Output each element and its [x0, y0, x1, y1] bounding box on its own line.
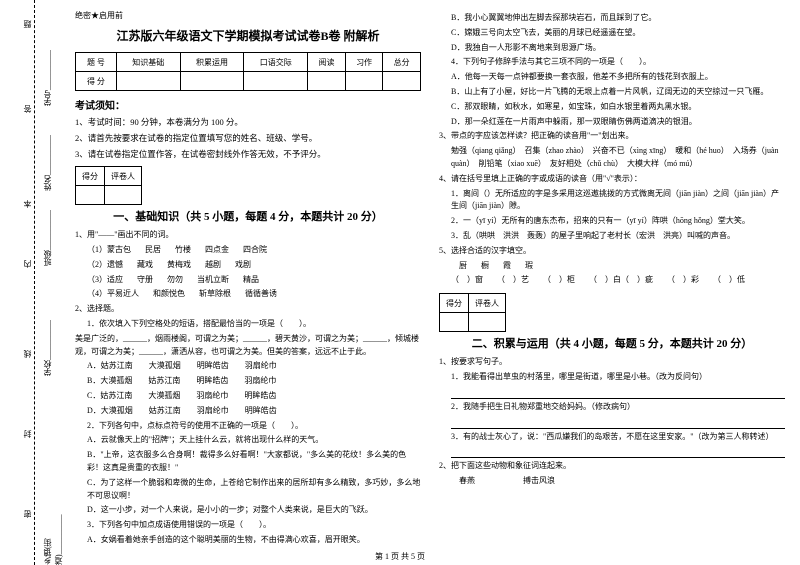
score-box-1: 得分 评卷人	[75, 166, 142, 205]
q2-o2b: B．"上帝，这衣服多么合身啊！裁得多么好看啊！"大家都说，"多么美的花纹！多么美…	[75, 449, 421, 475]
section-2-head: 二、积累与运用（共 4 小题，每题 5 分，本题共计 20 分）	[439, 335, 785, 351]
left-column: 绝密★启用前 江苏版六年级语文下学期模拟考试试卷B卷 附解析 题 号 知识基础 …	[75, 10, 421, 549]
q21-s2: 2．我随手把生日礼物郑重地交给妈妈。（修改病句）	[439, 401, 785, 414]
h3: 口语交际	[244, 53, 308, 72]
q2-o3b: B．我小心翼翼地伸出左脚去探那块岩石，而且踩到了它。	[439, 12, 785, 25]
page-content: 绝密★启用前 江苏版六年级语文下学期模拟考试试卷B卷 附解析 题 号 知识基础 …	[65, 0, 800, 549]
q2-sub3: 3．下列各句中加点成语使用错误的一项是（ ）。	[75, 519, 421, 532]
q4-l2: 2．一（yī yí）无所有的唐东杰布，招来的只有一（yī yí）阵哄（hōng …	[439, 215, 785, 228]
q2-para1: 美是广泛的，______，烟雨楼阁，可谓之为美；______，碧天黄沙，可谓之为…	[75, 333, 421, 359]
q2-o3a: A．女娲看着她亲手创造的这个聪明美丽的生物，不由得满心欢喜，眉开眼笑。	[75, 534, 421, 547]
q5-row1a: 厨橱霞瑕	[439, 260, 785, 273]
q2-o2a: A．云就像天上的"招牌"；天上挂什么云，就将出现什么样的天气。	[75, 434, 421, 447]
side-char: 题	[22, 20, 33, 28]
sb2-c2: 评卷人	[469, 294, 506, 313]
q2-o4a: A．他每一天每一点钟都要换一套衣服，他差不多把所有的钱花到衣服上。	[439, 71, 785, 84]
q1-r2: （2）遗憾藏戏黄梅戏越剧戏剧	[75, 259, 421, 272]
q22-stem: 2、把下面这些动物和象征词连起来。	[439, 460, 785, 473]
score-box-2: 得分 评卷人	[439, 293, 506, 332]
sb1-c1: 得分	[76, 167, 105, 186]
side-label: 学校__________	[42, 320, 53, 376]
notice-2: 2、请首先按要求在试卷的指定位置填写您的姓名、班级、学号。	[75, 132, 421, 145]
side-char: 内	[22, 260, 33, 268]
side-label: 学号__________	[42, 50, 53, 106]
score-row: 得 分	[76, 72, 421, 91]
q2-o1b: B．大漠孤烟 姑苏江南 明眸皓齿 羽扇纶巾	[75, 375, 421, 388]
sb1-c2: 评卷人	[105, 167, 142, 186]
q22-row: 春燕 搏击风浪	[439, 475, 785, 488]
h2: 积累运用	[180, 53, 244, 72]
q2-o1c: C．姑苏江南 大漠孤烟 羽扇纶巾 明眸皓齿	[75, 390, 421, 403]
binding-sidebar: 学号__________ 姓名__________ 班级__________ 学校__…	[0, 0, 60, 565]
q2-o2d: D．这一小步，对一个人来说，是小小的一步；对整个人类来说，是巨大的飞跃。	[75, 504, 421, 517]
q2-stem: 2、选择题。	[75, 303, 421, 316]
answer-line-2	[451, 416, 785, 429]
side-char: 答	[22, 105, 33, 113]
notice-1: 1、考试时间：90 分钟，本卷满分为 100 分。	[75, 116, 421, 129]
q2-o1a: A．姑苏江南 大漠孤烟 明眸皓齿 羽扇纶巾	[75, 360, 421, 373]
dashed-line	[34, 0, 35, 565]
q2-o2c: C．为了这样一个脆弱和卑微的生命，上苍给它制作出来的居所却有多么精致，多巧妙，多…	[75, 477, 421, 503]
secret-label: 绝密★启用前	[75, 10, 421, 21]
h1: 知识基础	[116, 53, 180, 72]
q21-s1: 1．我能看得出草虫的村落里，哪里是街道，哪里是小巷。（改为反问句）	[439, 371, 785, 384]
q2-o4b: B．山上有了小屋，好比一片飞腾的无垠上点着一片风帆，辽阔无边的天空掠过一只飞雁。	[439, 86, 785, 99]
right-column: B．我小心翼翼地伸出左脚去探那块岩石，而且踩到了它。 C．嫦娥三号向太空飞去，美…	[439, 10, 785, 549]
q3-stem: 3、带点的字应该怎样读？把正确的读音用"一"划出来。	[439, 130, 785, 143]
q2-sub2: 2．下列各句中，点标点符号的使用不正确的一项是（ ）。	[75, 420, 421, 433]
side-label: 姓名__________	[42, 135, 53, 191]
q5-stem: 5、选择合适的汉字填空。	[439, 245, 785, 258]
r2: 得 分	[76, 72, 117, 91]
side-char: 本	[22, 200, 33, 208]
q1-r1: （1）蒙古包民居竹楼四点金四合院	[75, 244, 421, 257]
q1-r4: （4）平易近人和颜悦色斩草除根循循善诱	[75, 288, 421, 301]
q3-body: 勉强（qiang qiǎng） 召集（zhao zhào） 兴奋不已（xìng …	[439, 145, 785, 171]
side-char: 封	[22, 430, 33, 438]
q4-l3: 3．乱（哄哄 洪洪 轰轰）的屋子里响起了老村长（宏洪 洪亮）叫喊的声音。	[439, 230, 785, 243]
header-row: 题 号 知识基础 积累运用 口语交际 阅读 习作 总分	[76, 53, 421, 72]
notice-3: 3、请在试卷指定位置作答，在试卷密封线外作答无效，不予评分。	[75, 148, 421, 161]
q4-stem: 4、请在括号里填上正确的字或成语的读音（用"√"表示）：	[439, 173, 785, 186]
side-char: 线	[22, 350, 33, 358]
h0: 题 号	[76, 53, 117, 72]
q5-row1b: （ ）窗（ ）艺（ ）柜（ ）白（ ）疵（ ）彩（ ）低	[439, 274, 785, 287]
h5: 习作	[345, 53, 383, 72]
page-footer: 第 1 页 共 5 页	[0, 551, 800, 562]
score-header-table: 题 号 知识基础 积累运用 口语交际 阅读 习作 总分 得 分	[75, 52, 421, 91]
sb2-c1: 得分	[440, 294, 469, 313]
side-label: 班级__________	[42, 210, 53, 266]
exam-title: 江苏版六年级语文下学期模拟考试试卷B卷 附解析	[75, 27, 421, 44]
answer-line-3	[451, 445, 785, 458]
notice-title: 考试须知：	[75, 97, 421, 112]
q2-o4d: D．那一朵红莲在一片雨声中躲雨，那一双眼睛伤佛两道滴决的银泪。	[439, 116, 785, 129]
q2-sub1: 1．依次填入下列空格处的短语，搭配最恰当的一项是（ ）。	[75, 318, 421, 331]
q4-l1: 1．离间（）无所适应的字是多采用这巡遨挑拨的方式微离无间（jiān jiàn）之…	[439, 188, 785, 214]
q1-stem: 1、用"——"画出不同的词。	[75, 229, 421, 242]
answer-line-1	[451, 386, 785, 399]
q21-stem: 1、按要求写句子。	[439, 356, 785, 369]
q2-o3c: C．嫦娥三号向太空飞去，美丽的月球已经遥遥在望。	[439, 27, 785, 40]
side-char: 密	[22, 510, 33, 518]
q2-o4c: C．那双眼睛，如秋水，如寒星，如宝珠，如白水银里着两丸黑水银。	[439, 101, 785, 114]
q2-o1d: D．大漠孤烟 姑苏江南 羽扇纶巾 明眸皓齿	[75, 405, 421, 418]
q2-o3d: D．我独自一人形影不离地来到思源广场。	[439, 42, 785, 55]
q2-sub4: 4．下列句子修辞手法与其它三项不同的一项是（ ）。	[439, 56, 785, 69]
q1-r3: （3）适应守册勿勿当机立断精品	[75, 274, 421, 287]
section-1-head: 一、基础知识（共 5 小题，每题 4 分，本题共计 20 分）	[75, 208, 421, 224]
q21-s3: 3．有的战士灰心了，说："西瓜嫌我们的岛艰苦，不愿在这里安家。"（改为第三人称转…	[439, 431, 785, 444]
h4: 阅读	[308, 53, 346, 72]
h6: 总分	[383, 53, 421, 72]
